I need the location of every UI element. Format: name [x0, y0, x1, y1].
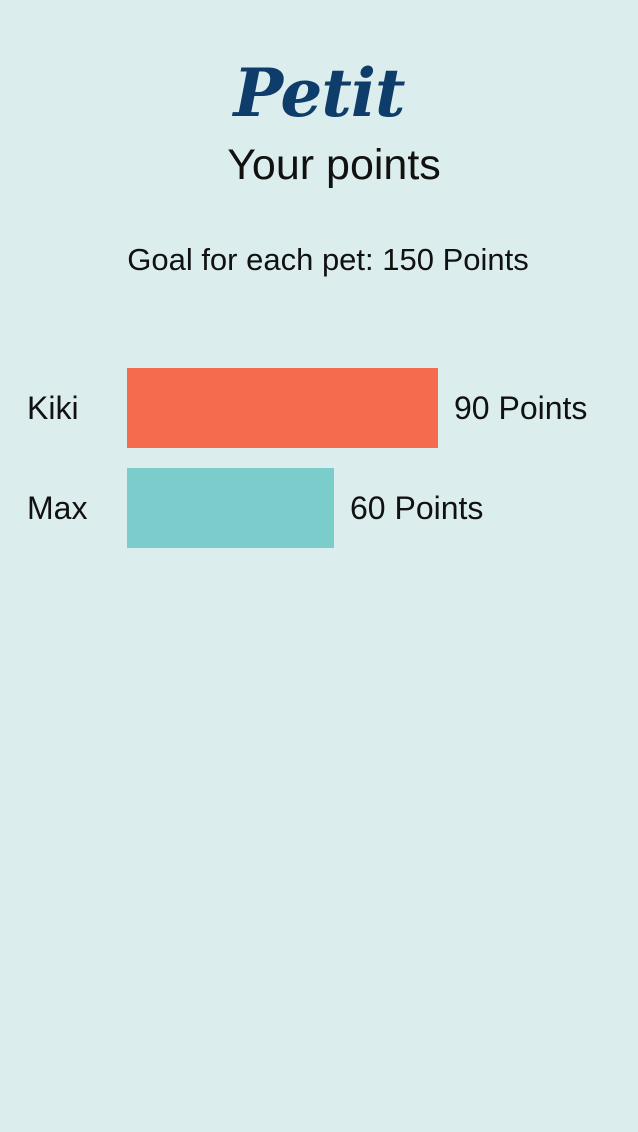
points-value-label: 60 Points	[350, 490, 484, 526]
pet-name-label: Max	[27, 490, 88, 526]
goal-text: Goal for each pet: 150 Points	[127, 242, 529, 277]
points-bar	[127, 368, 438, 448]
points-value-label: 90 Points	[454, 390, 588, 426]
page-title: Your points	[227, 141, 441, 189]
points-bar	[127, 468, 334, 548]
points-row-max: Max 60 Points	[0, 468, 638, 548]
points-row-kiki: Kiki 90 Points	[0, 368, 638, 448]
pet-name-label: Kiki	[27, 390, 79, 426]
app-logo: Petit	[233, 54, 406, 132]
